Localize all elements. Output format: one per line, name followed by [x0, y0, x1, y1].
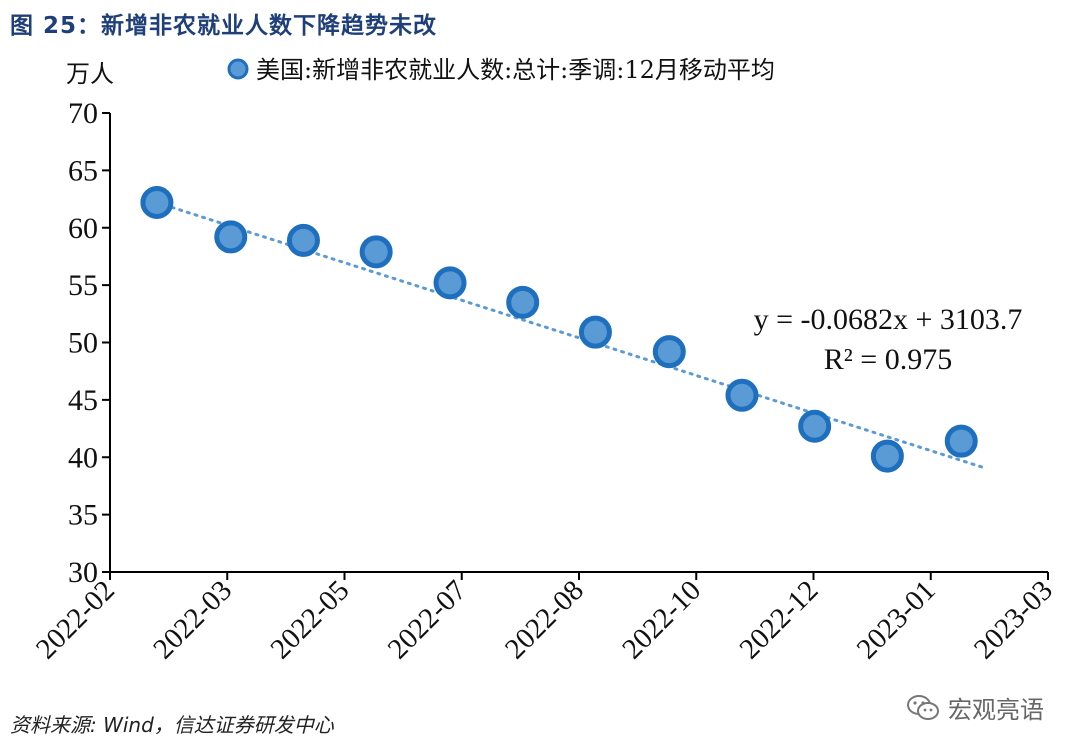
source-note: 资料来源: Wind，信达证券研发中心	[10, 713, 334, 737]
data-point	[870, 439, 904, 473]
y-tick-label: 35	[68, 499, 98, 532]
series-points	[140, 186, 978, 473]
data-point	[359, 235, 393, 269]
legend-marker	[227, 58, 249, 80]
data-point	[725, 378, 759, 412]
wechat-icon	[907, 694, 939, 720]
y-tick-label: 70	[68, 97, 98, 130]
x-tick-label: 2022-10	[616, 574, 707, 665]
y-tick-label: 40	[68, 441, 98, 474]
x-axis-ticks: 2022-02 2022-03 2022-05 2022-07 2022-08 2022-…	[30, 572, 1059, 665]
x-tick-label: 2022-08	[499, 574, 590, 665]
y-tick-label: 50	[68, 327, 98, 360]
data-point	[286, 223, 320, 257]
trendline-equation: y = -0.0682x + 3103.7	[754, 303, 1023, 336]
x-tick-label: 2022-12	[733, 574, 824, 665]
y-tick-label: 45	[68, 384, 98, 417]
y-tick-label: 60	[68, 212, 98, 245]
y-tick-label: 65	[68, 154, 98, 187]
data-point	[506, 285, 540, 319]
figure-title: 图 25：新增非农就业人数下降趋势未改	[10, 13, 438, 39]
x-tick-label: 2022-07	[382, 574, 473, 665]
trendline-r-squared: R² = 0.975	[824, 343, 952, 376]
watermark: 宏观亮语	[906, 690, 1044, 725]
y-axis-ticks: 30 35 40 45 50 55 60 65 70	[68, 97, 110, 589]
data-point	[578, 315, 612, 349]
x-tick-label: 2023-03	[968, 574, 1059, 665]
legend: 美国:新增非农就业人数:总计:季调:12月移动平均	[227, 56, 775, 84]
watermark-text: 宏观亮语	[948, 696, 1044, 724]
data-point	[798, 409, 832, 443]
x-tick-label: 2023-01	[851, 574, 942, 665]
x-tick-label: 2022-05	[264, 574, 355, 665]
data-point	[652, 335, 686, 369]
x-tick-label: 2022-03	[147, 574, 238, 665]
legend-label: 美国:新增非农就业人数:总计:季调:12月移动平均	[256, 56, 775, 84]
data-point	[140, 186, 174, 220]
data-point	[214, 220, 248, 254]
y-tick-label: 55	[68, 269, 98, 302]
y-tick-label: 30	[68, 556, 98, 589]
data-point	[944, 424, 978, 458]
y-axis-unit-label: 万人	[66, 60, 114, 88]
data-point	[433, 266, 467, 300]
